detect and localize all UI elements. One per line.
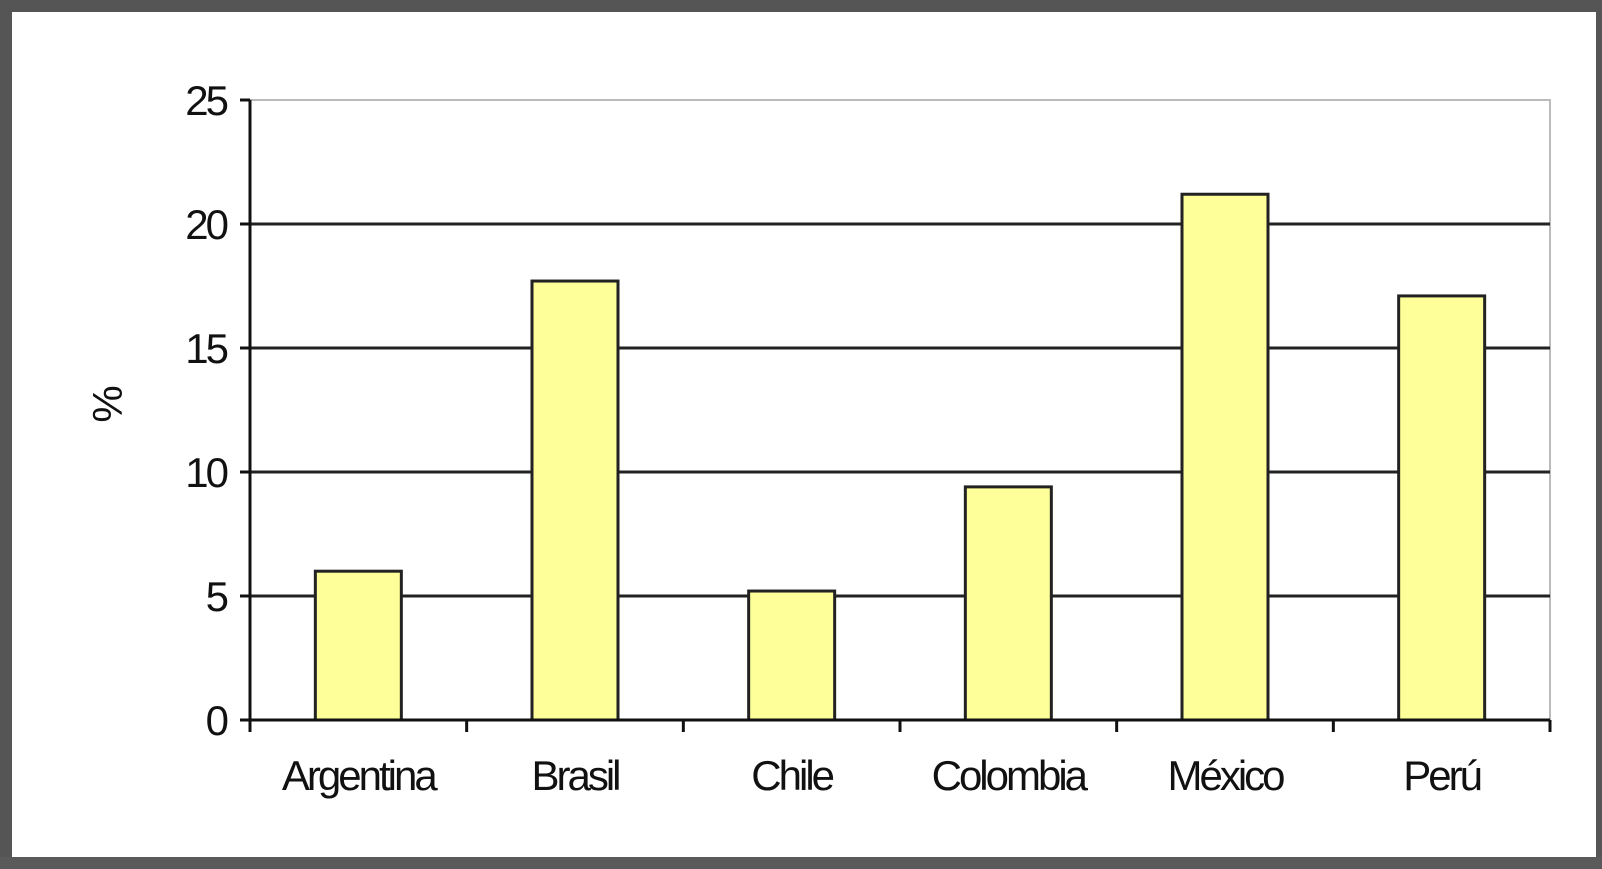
x-tick-label-méxico: México <box>1167 752 1284 799</box>
y-axis-label: % <box>84 385 131 422</box>
x-tick-label-perú: Perú <box>1403 752 1480 799</box>
y-tick-label-10: 10 <box>185 449 227 496</box>
plot-border <box>249 99 1551 721</box>
y-tick-label-20: 20 <box>185 201 227 248</box>
plot-area <box>249 99 1551 721</box>
bar-brasil <box>530 279 620 722</box>
bar-méxico <box>1180 192 1270 722</box>
y-tick-label-5: 5 <box>206 573 228 620</box>
x-tick-label-chile: Chile <box>751 752 833 799</box>
x-tick-label-brasil: Brasil <box>531 752 619 799</box>
x-tick-labels: Argentina Brasil Chile Colombia México Perú <box>282 752 1484 799</box>
gridlines <box>250 222 1550 598</box>
y-tick-label-0: 0 <box>206 697 228 744</box>
bar-chart: 0 5 10 15 20 25 Argentina Brasil Chile Colombia M… <box>84 77 1552 799</box>
bar-chile <box>747 589 837 722</box>
x-tick-label-colombia: Colombia <box>932 752 1089 799</box>
y-tick-label-25: 25 <box>185 77 227 124</box>
bar-colombia <box>963 485 1053 722</box>
y-tick-labels: 0 5 10 15 20 25 <box>185 77 230 744</box>
y-tick-label-15: 15 <box>185 325 227 372</box>
axes <box>240 98 1552 732</box>
x-tick-label-argentina: Argentina <box>282 752 438 799</box>
bar-argentina <box>313 569 403 722</box>
bar-perú <box>1397 294 1487 722</box>
